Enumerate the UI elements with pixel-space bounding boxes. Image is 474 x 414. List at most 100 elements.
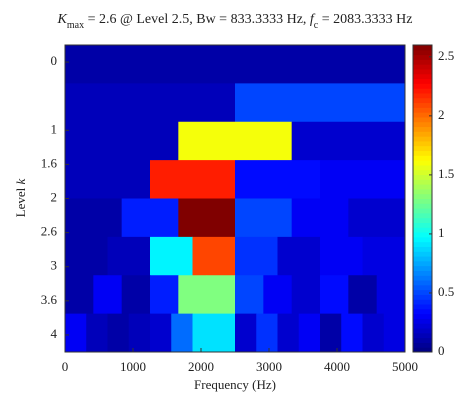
title-part: = 2083.3333 Hz (318, 12, 412, 27)
colorbar-frame (412, 44, 433, 353)
colorbar-step (413, 270, 432, 276)
heat-cell (235, 198, 293, 238)
colorbar-tick-label: 2.5 (438, 48, 454, 63)
colorbar-step (413, 97, 432, 104)
y-label-part: k (13, 178, 28, 184)
heat-cell (235, 83, 406, 123)
colorbar-step (413, 313, 432, 319)
colorbar-step (413, 59, 432, 65)
colorbar-step (413, 241, 432, 247)
heat-cell (362, 236, 406, 276)
colorbar-step (413, 318, 432, 324)
heat-cell (150, 275, 179, 315)
colorbar-step (413, 174, 432, 180)
colorbar-step (413, 337, 432, 343)
heat-cell (150, 236, 193, 276)
title-part: max (67, 20, 84, 31)
heat-cell (65, 83, 236, 123)
colorbar-step (413, 260, 432, 267)
heat-cell (277, 236, 321, 276)
colorbar-step (413, 212, 432, 219)
colorbar-step (413, 193, 432, 199)
heat-cell (235, 160, 321, 199)
heat-cell (383, 313, 406, 353)
heat-cell (65, 275, 94, 315)
heat-cell (65, 121, 179, 161)
heat-cell (121, 275, 151, 315)
heat-cell (256, 313, 278, 353)
colorbar-tick-label: 1.5 (438, 166, 454, 181)
colorbar-tick-label: 2 (438, 107, 445, 122)
colorbar-step (413, 150, 432, 156)
y-tick-label: 1 (51, 121, 58, 136)
heat-cell (65, 198, 123, 238)
heat-cell (93, 275, 123, 315)
chart-title: Kmax = 2.6 @ Level 2.5, Bw = 833.3333 Hz… (57, 12, 413, 31)
heat-cell (291, 198, 349, 238)
y-tick-label: 0 (51, 53, 58, 68)
colorbar-step (413, 203, 432, 209)
heat-cell (150, 160, 236, 199)
colorbar-step (413, 236, 432, 243)
heat-cell (348, 198, 406, 238)
y-label-part: Level (13, 184, 28, 217)
heat-cell (65, 313, 87, 353)
colorbar-tick-label: 0 (438, 343, 445, 358)
heat-cell (320, 160, 406, 199)
colorbar-step (413, 64, 432, 70)
heat-cell (128, 313, 151, 353)
colorbar-tick-label: 1 (438, 225, 445, 240)
heat-cell (362, 313, 385, 353)
heat-cell (263, 275, 293, 315)
colorbar-step (413, 304, 432, 310)
colorbar-step (413, 256, 432, 262)
heat-cell (206, 275, 236, 315)
colorbar-step (413, 92, 432, 99)
colorbar-step (413, 164, 432, 171)
colorbar-step (413, 107, 432, 113)
colorbar-step (413, 126, 432, 132)
colorbar-step (413, 83, 432, 89)
colorbar-step (413, 280, 432, 286)
heat-cell (107, 236, 151, 276)
y-tick-label: 2 (51, 189, 58, 204)
colorbar-step (413, 54, 432, 60)
colorbar-step (413, 155, 432, 161)
heat-cell (65, 160, 151, 199)
colorbar-step (413, 88, 432, 94)
colorbar-step (413, 347, 432, 353)
heat-cell (341, 313, 363, 353)
colorbar-step (413, 140, 432, 147)
colorbar-step (413, 160, 432, 166)
colorbar-step (413, 78, 432, 84)
heat-cell (107, 313, 130, 353)
heat-cell (150, 313, 172, 353)
x-tick-label: 3000 (256, 359, 282, 374)
colorbar-step (413, 208, 432, 214)
heat-cell (320, 313, 342, 353)
heat-cell (178, 198, 236, 238)
colorbar-step (413, 112, 432, 118)
title-part: K (57, 12, 68, 27)
heat-cell (178, 121, 293, 161)
colorbar-step (413, 299, 432, 305)
x-tick-label: 4000 (324, 359, 350, 374)
colorbar-step (413, 328, 432, 334)
x-tick-label: 2000 (188, 359, 214, 374)
colorbar-step (413, 131, 432, 137)
colorbar-step (413, 323, 432, 329)
y-tick-label: 3.6 (41, 292, 58, 307)
colorbar-step (413, 45, 432, 51)
title-part: = 2.6 @ Level 2.5, Bw = 833.3333 Hz, (84, 12, 310, 27)
colorbar-step (413, 145, 432, 152)
heat-cell (86, 313, 108, 353)
heat-cell (320, 275, 349, 315)
title-part: c (314, 20, 319, 31)
colorbar-step (413, 275, 432, 281)
colorbar-step (413, 284, 432, 291)
heat-cell (320, 236, 363, 276)
y-axis-label: Level k (13, 178, 28, 217)
colorbar-step (413, 68, 432, 75)
heat-cell (348, 275, 378, 315)
